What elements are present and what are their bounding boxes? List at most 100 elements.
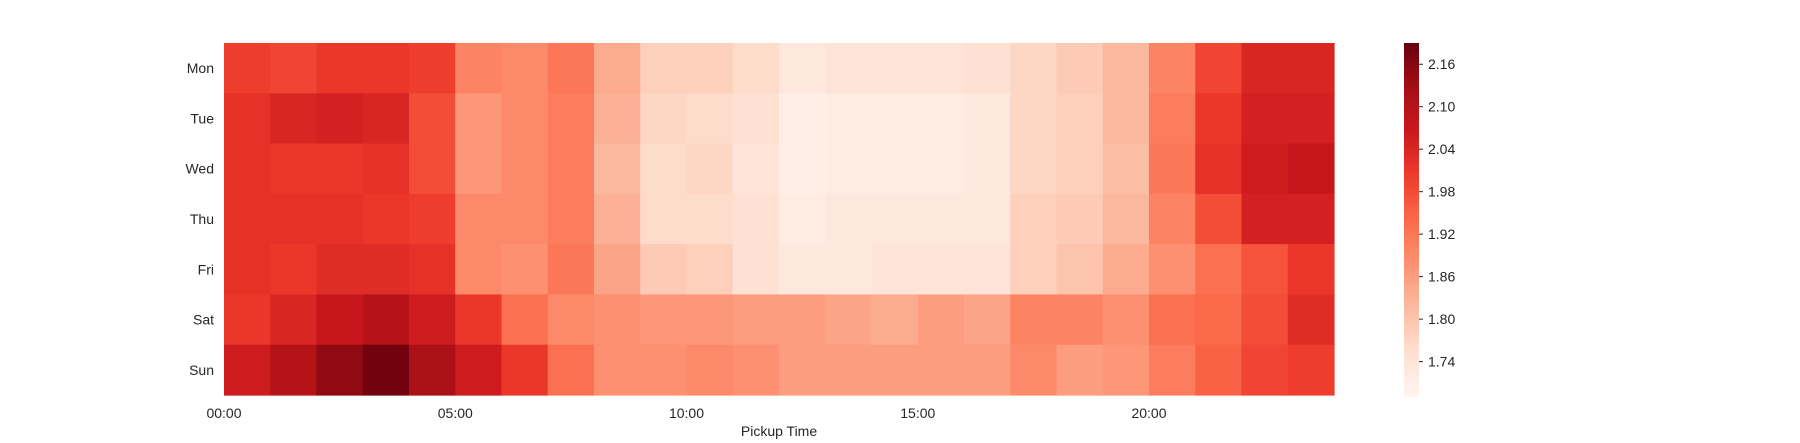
heatmap-cell-sun-0: [224, 344, 271, 396]
heatmap-cell-fri-14: [871, 244, 919, 296]
heatmap-cell-wed-8: [594, 143, 641, 195]
heatmap-cell-sun-10: [686, 344, 734, 396]
heatmap-cell-sun-1: [270, 344, 318, 396]
heatmap-cell-thu-0: [224, 193, 271, 245]
heatmap-cell-mon-2: [316, 43, 364, 94]
heatmap-cell-mon-14: [871, 43, 919, 94]
y-tick-label-wed: Wed: [185, 161, 214, 177]
colorbar-tick-label-2.10: 2.10: [1428, 99, 1455, 115]
heatmap-cell-mon-21: [1195, 43, 1243, 94]
heatmap-cell-tue-18: [1056, 93, 1104, 145]
heatmap-cell-sun-9: [640, 344, 688, 396]
heatmap-cell-sat-20: [1149, 294, 1196, 346]
heatmap-cell-wed-4: [409, 143, 456, 195]
heatmap-cell-sun-19: [1102, 344, 1150, 396]
heatmap-cell-wed-21: [1195, 143, 1243, 195]
heatmap-cell-thu-14: [871, 193, 919, 245]
heatmap-cell-sun-7: [547, 344, 595, 396]
heatmap-cell-wed-18: [1056, 143, 1104, 195]
heatmap-cell-thu-19: [1102, 193, 1150, 245]
colorbar: 1.74 1.80 1.86 1.92 1.98 2.04 2.10 2.16: [1404, 43, 1455, 397]
heatmap-cell-wed-2: [316, 143, 364, 195]
heatmap-cell-wed-14: [871, 143, 919, 195]
heatmap-cell-tue-16: [964, 93, 1011, 145]
heatmap-cell-sat-5: [455, 294, 503, 346]
heatmap-cell-tue-1: [270, 93, 318, 145]
x-tick-label-0000: 00:00: [206, 405, 241, 421]
heatmap-cell-tue-0: [224, 93, 271, 145]
heatmap-cell-sun-2: [316, 344, 364, 396]
heatmap-cell-thu-11: [732, 193, 780, 245]
heatmap-cell-thu-13: [825, 193, 873, 245]
y-tick-label-fri: Fri: [198, 261, 214, 277]
heatmap-cell-thu-21: [1195, 193, 1243, 245]
heatmap-cell-mon-9: [640, 43, 688, 94]
heatmap-cell-wed-17: [1010, 143, 1058, 195]
heatmap-cell-mon-16: [964, 43, 1011, 94]
heatmap-cell-mon-6: [501, 43, 549, 94]
heatmap-cell-wed-22: [1241, 143, 1289, 195]
heatmap-cell-tue-23: [1287, 93, 1335, 145]
heatmap-cell-mon-23: [1287, 43, 1335, 94]
heatmap-cell-tue-7: [547, 93, 595, 145]
heatmap-cell-thu-1: [270, 193, 318, 245]
heatmap-cell-tue-22: [1241, 93, 1289, 145]
heatmap-cell-fri-18: [1056, 244, 1104, 296]
heatmap-cell-mon-10: [686, 43, 734, 94]
heatmap-cell-mon-20: [1149, 43, 1196, 94]
heatmap-cell-wed-23: [1287, 143, 1335, 195]
heatmap-cell-fri-21: [1195, 244, 1243, 296]
heatmap-cell-sun-4: [409, 344, 456, 396]
heatmap-cell-sat-17: [1010, 294, 1058, 346]
heatmap-cell-fri-12: [779, 244, 826, 296]
heatmap-cell-sun-14: [871, 344, 919, 396]
y-tick-label-thu: Thu: [190, 211, 214, 227]
heatmap-cell-mon-13: [825, 43, 873, 94]
heatmap-cell-sat-4: [409, 294, 456, 346]
heatmap-cell-tue-11: [732, 93, 780, 145]
heatmap-cell-tue-19: [1102, 93, 1150, 145]
heatmap-cell-tue-15: [917, 93, 965, 145]
heatmap-cell-thu-2: [316, 193, 364, 245]
heatmap-cell-sun-3: [362, 344, 410, 396]
heatmap-cell-fri-5: [455, 244, 503, 296]
heatmap-cell-sat-19: [1102, 294, 1150, 346]
heatmap-cell-mon-17: [1010, 43, 1058, 94]
heatmap-cell-wed-19: [1102, 143, 1150, 195]
heatmap-cell-wed-5: [455, 143, 503, 195]
heatmap-cell-sat-22: [1241, 294, 1289, 346]
heatmap-cell-fri-20: [1149, 244, 1196, 296]
heatmap-cell-sat-14: [871, 294, 919, 346]
heatmap-cell-thu-5: [455, 193, 503, 245]
x-axis-title: Pickup Time: [741, 423, 817, 439]
heatmap-cell-fri-7: [547, 244, 595, 296]
heatmap-cell-tue-3: [362, 93, 410, 145]
heatmap-cell-sat-23: [1287, 294, 1335, 346]
heatmap-cell-thu-16: [964, 193, 1011, 245]
heatmap-cell-tue-2: [316, 93, 364, 145]
heatmap-cell-wed-6: [501, 143, 549, 195]
colorbar-tick-label-2.16: 2.16: [1428, 56, 1455, 72]
heatmap-cell-thu-17: [1010, 193, 1058, 245]
heatmap-cell-fri-17: [1010, 244, 1058, 296]
heatmap-cell-thu-10: [686, 193, 734, 245]
heatmap-cell-wed-9: [640, 143, 688, 195]
heatmap-cell-wed-3: [362, 143, 410, 195]
heatmap-cell-thu-22: [1241, 193, 1289, 245]
heatmap-cell-mon-7: [547, 43, 595, 94]
x-axis-ticks: 00:00 05:00 10:00 15:00 20:00: [206, 405, 1166, 421]
heatmap-cell-tue-21: [1195, 93, 1243, 145]
heatmap-cell-sat-21: [1195, 294, 1243, 346]
heatmap-cells: [224, 43, 1335, 396]
heatmap-cell-fri-0: [224, 244, 271, 296]
heatmap-cell-wed-7: [547, 143, 595, 195]
heatmap-cell-fri-23: [1287, 244, 1335, 296]
heatmap-cell-fri-4: [409, 244, 456, 296]
heatmap-cell-fri-3: [362, 244, 410, 296]
heatmap-cell-sun-18: [1056, 344, 1104, 396]
heatmap-cell-thu-15: [917, 193, 965, 245]
colorbar-tick-label-1.80: 1.80: [1428, 311, 1455, 327]
heatmap-cell-sat-9: [640, 294, 688, 346]
heatmap-cell-thu-18: [1056, 193, 1104, 245]
heatmap-cell-fri-1: [270, 244, 318, 296]
